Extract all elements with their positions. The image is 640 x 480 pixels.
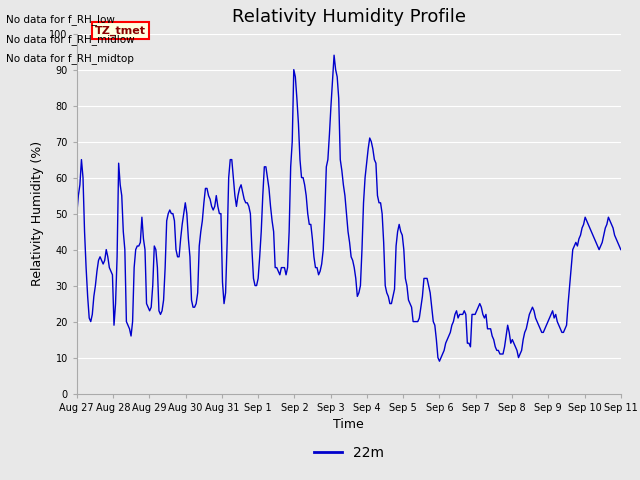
Text: No data for f_RH_midtop: No data for f_RH_midtop — [6, 53, 134, 64]
Title: Relativity Humidity Profile: Relativity Humidity Profile — [232, 9, 466, 26]
Text: No data for f_RH_low: No data for f_RH_low — [6, 14, 115, 25]
Text: TZ_tmet: TZ_tmet — [95, 25, 146, 36]
Text: No data for f_RH_midlow: No data for f_RH_midlow — [6, 34, 135, 45]
X-axis label: Time: Time — [333, 418, 364, 431]
Legend: 22m: 22m — [308, 441, 389, 466]
Y-axis label: Relativity Humidity (%): Relativity Humidity (%) — [31, 141, 44, 286]
